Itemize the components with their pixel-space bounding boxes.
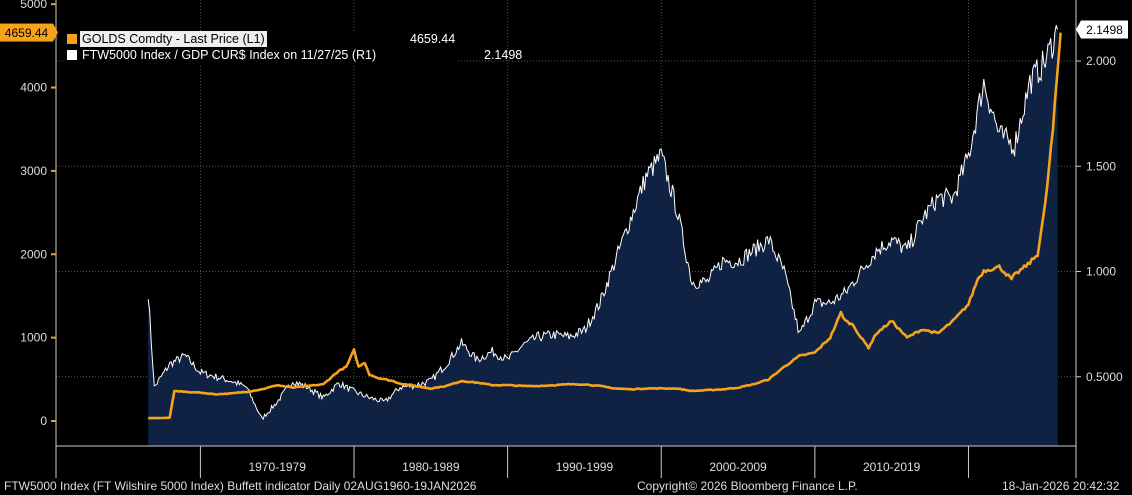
ratio-last-value-badge-arrow	[1076, 20, 1081, 39]
x-tick-label-2: 1990-1999	[556, 460, 614, 474]
left-tick-label-0: 0	[40, 414, 47, 428]
gold-last-value-text: 4659.44	[5, 26, 49, 40]
x-tick-label-4: 2010-2019	[863, 460, 921, 474]
legend: GOLDS Comdty - Last Price (L1) 4659.44 F…	[64, 31, 522, 65]
copyright: Copyright© 2026 Bloomberg Finance L.P.	[637, 479, 858, 493]
x-tick-label-3: 2000-2009	[709, 460, 767, 474]
ratio-area-fill	[148, 25, 1058, 446]
x-tick-label-0: 1970-1979	[249, 460, 307, 474]
legend-label-ratio: FTW5000 Index / GDP CUR$ Index on 11/27/…	[82, 48, 377, 62]
ratio-last-value-badge	[1081, 20, 1128, 39]
right-tick-label-1: 1.000	[1086, 265, 1116, 279]
right-tick-label-2: 1.500	[1086, 159, 1116, 173]
gold-last-value-badge-arrow	[53, 23, 58, 42]
left-tick-label-3: 3000	[20, 164, 47, 178]
legend-value-ratio: 2.1498	[484, 48, 523, 62]
left-tick-label-5: 5000	[20, 0, 47, 11]
legend-entry-ratio: FTW5000 Index / GDP CUR$ Index on 11/27/…	[64, 47, 522, 63]
legend-entry-gold: GOLDS Comdty - Last Price (L1) 4659.44	[64, 31, 458, 47]
right-axis-ticks: 0.5000 1.000 1.500 2.000	[1076, 54, 1123, 384]
chart-description: FTW5000 Index (FT Wilshire 5000 Index) B…	[4, 479, 477, 493]
right-tick-label-3: 2.000	[1086, 54, 1116, 68]
legend-value-gold: 4659.44	[410, 32, 456, 46]
left-tick-label-2: 2000	[20, 247, 47, 261]
legend-swatch-ratio	[67, 50, 77, 60]
right-tick-label-0: 0.5000	[1086, 370, 1123, 384]
ratio-last-value-text: 2.1498	[1086, 23, 1123, 37]
left-axis-ticks: 0 1000 2000 3000 4000 5000	[20, 0, 56, 428]
left-tick-label-1: 1000	[20, 331, 47, 345]
gold-series-line	[148, 32, 1062, 420]
x-axis-ticks: 1970-1979 1980-1989 1990-1999 2000-2009 2010…	[199, 446, 969, 478]
x-tick-label-1: 1980-1989	[402, 460, 460, 474]
left-tick-label-4: 4000	[20, 81, 47, 95]
last-value-badges: 4659.44 2.1498	[0, 20, 1128, 42]
legend-swatch-gold	[67, 34, 77, 44]
footer: FTW5000 Index (FT Wilshire 5000 Index) B…	[0, 478, 1132, 495]
gold-last-value-badge	[0, 23, 53, 42]
ratio-series-line	[147, 25, 1059, 421]
legend-label-gold: GOLDS Comdty - Last Price (L1)	[80, 31, 267, 47]
timestamp: 18-Jan-2026 20:42:32	[1002, 479, 1120, 493]
